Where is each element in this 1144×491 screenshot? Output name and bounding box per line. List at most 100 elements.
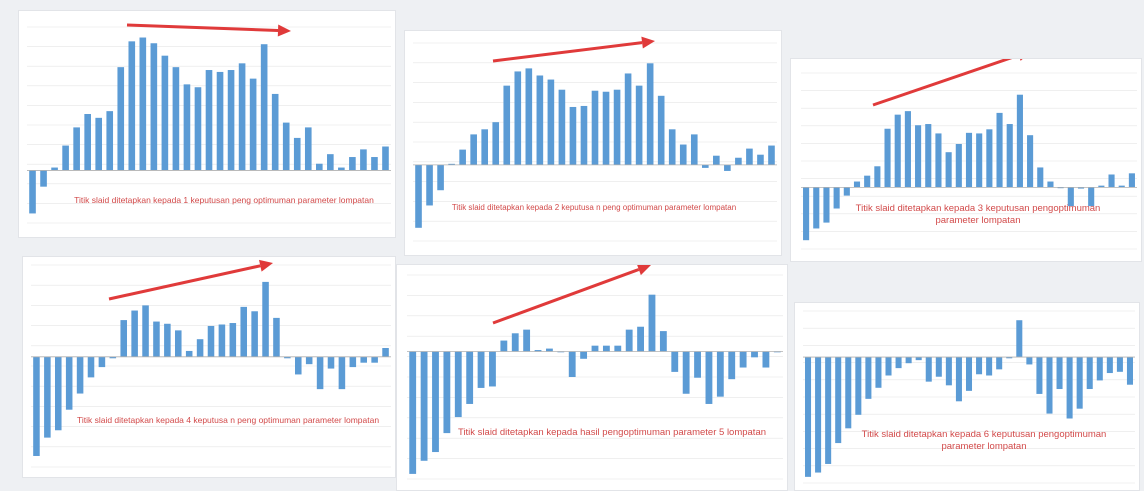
bar bbox=[128, 41, 136, 171]
chart-svg-4 bbox=[31, 259, 391, 468]
bar bbox=[240, 306, 247, 357]
bar bbox=[768, 145, 775, 165]
bar bbox=[194, 87, 202, 171]
bar bbox=[925, 124, 932, 188]
bar bbox=[825, 357, 832, 464]
bar bbox=[713, 155, 720, 165]
chart-caption-5: Titik slaid ditetapkan kepada hasil peng… bbox=[457, 427, 767, 438]
chart-caption-1: Titik slaid ditetapkan kepada 1 keputusa… bbox=[74, 195, 374, 205]
bar bbox=[874, 166, 881, 188]
bar bbox=[409, 351, 417, 474]
trend-arrow-head bbox=[637, 265, 651, 276]
bar bbox=[338, 167, 345, 171]
chart-panel-1: Titik slaid ditetapkan kepada 1 keputusa… bbox=[18, 10, 396, 238]
bar bbox=[602, 91, 610, 165]
bar bbox=[139, 37, 147, 171]
bar bbox=[262, 281, 269, 357]
bar bbox=[349, 157, 356, 171]
bar bbox=[580, 105, 588, 165]
bar bbox=[295, 356, 302, 375]
bar bbox=[996, 357, 1003, 370]
bar bbox=[1096, 357, 1103, 381]
bar bbox=[142, 305, 149, 357]
bar bbox=[1006, 124, 1013, 188]
bar bbox=[106, 111, 114, 171]
bar bbox=[728, 351, 736, 380]
chart-caption-2: Titik slaid ditetapkan kepada 2 keputusa… bbox=[451, 203, 737, 212]
trend-arrow-head bbox=[277, 24, 291, 37]
bar bbox=[716, 351, 724, 397]
bar bbox=[492, 122, 500, 165]
bar bbox=[1016, 94, 1023, 188]
bar bbox=[996, 112, 1003, 188]
bar bbox=[514, 71, 522, 165]
trend-arrow-head bbox=[259, 259, 273, 272]
bar bbox=[602, 345, 610, 352]
bar bbox=[284, 356, 291, 359]
bar bbox=[591, 345, 599, 352]
bar bbox=[1098, 185, 1105, 188]
bar bbox=[131, 310, 138, 357]
bar bbox=[251, 311, 258, 357]
bar bbox=[33, 356, 40, 456]
bar bbox=[1128, 173, 1135, 188]
bar bbox=[185, 350, 193, 357]
trend-arrow-shaft bbox=[492, 41, 643, 63]
bar bbox=[271, 93, 279, 171]
bar bbox=[470, 134, 477, 165]
bar bbox=[238, 63, 246, 171]
bar bbox=[884, 128, 891, 188]
bar bbox=[955, 357, 962, 402]
bar bbox=[1077, 187, 1085, 189]
trend-arrow-shaft bbox=[872, 59, 1013, 107]
bar bbox=[55, 356, 62, 431]
bar bbox=[536, 75, 544, 165]
bar bbox=[735, 157, 742, 165]
bar bbox=[815, 357, 822, 473]
bar bbox=[724, 164, 731, 171]
bar bbox=[657, 95, 665, 165]
bar bbox=[44, 356, 51, 438]
chart-svg-2 bbox=[413, 36, 777, 242]
bar bbox=[833, 187, 840, 209]
bar bbox=[894, 114, 901, 188]
bar bbox=[1037, 167, 1044, 188]
bar bbox=[976, 357, 983, 375]
bar bbox=[580, 351, 588, 359]
bar bbox=[371, 356, 378, 363]
bar bbox=[382, 146, 389, 171]
bar bbox=[448, 163, 455, 165]
chart-svg-5 bbox=[407, 265, 783, 480]
bar bbox=[705, 351, 713, 404]
bar bbox=[625, 329, 633, 352]
bar bbox=[415, 164, 422, 228]
bar bbox=[205, 70, 213, 171]
bar bbox=[1108, 174, 1115, 188]
bar bbox=[591, 90, 599, 165]
bar bbox=[273, 317, 280, 357]
bar bbox=[1116, 357, 1123, 372]
bar bbox=[875, 357, 882, 388]
bar bbox=[1106, 357, 1113, 374]
bar bbox=[845, 357, 852, 429]
bar bbox=[659, 331, 667, 352]
bar bbox=[885, 357, 892, 376]
bar bbox=[29, 170, 36, 214]
bar bbox=[316, 356, 324, 390]
bar bbox=[1088, 187, 1095, 207]
bar bbox=[172, 67, 180, 171]
trend-arrow-head bbox=[641, 36, 655, 49]
chart-svg-1 bbox=[27, 23, 391, 224]
bar bbox=[327, 154, 334, 171]
bar bbox=[304, 127, 312, 171]
bar bbox=[668, 129, 676, 165]
chart-panel-5: Titik slaid ditetapkan kepada hasil peng… bbox=[396, 264, 788, 491]
bar bbox=[558, 89, 566, 165]
bar bbox=[489, 351, 496, 387]
bar bbox=[1066, 357, 1073, 419]
bar bbox=[525, 68, 533, 165]
bar bbox=[459, 149, 466, 165]
bar bbox=[865, 357, 872, 399]
bar bbox=[682, 351, 690, 394]
bar bbox=[701, 164, 709, 168]
